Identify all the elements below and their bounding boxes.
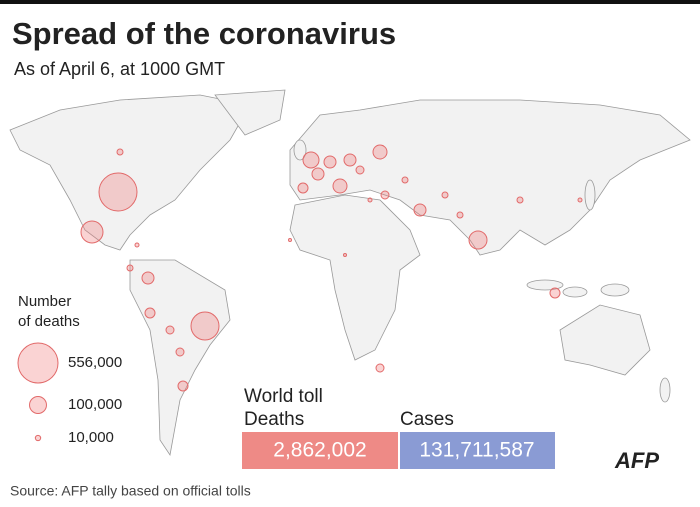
world-map — [9, 89, 691, 457]
subtitle: As of April 6, at 1000 GMT — [14, 59, 225, 79]
map-bubble — [141, 271, 155, 285]
legend-circle — [17, 342, 59, 384]
map-bubble — [380, 190, 390, 200]
map-bubble — [516, 196, 524, 204]
map-bubble — [401, 176, 409, 184]
source: Source: AFP tally based on official toll… — [10, 483, 251, 499]
legend-label: 10,000 — [68, 429, 114, 446]
map-bubble — [372, 144, 388, 160]
map-bubble — [343, 153, 357, 167]
map-bubble — [343, 253, 347, 257]
map-bubble — [441, 191, 449, 199]
toll-title: World toll — [244, 386, 323, 407]
map-bubble — [355, 165, 365, 175]
map-bubble — [116, 148, 124, 156]
deaths-label: Deaths — [244, 409, 304, 430]
deaths-value: 2,862,002 — [273, 439, 366, 462]
title: Spread of the coronavirus — [12, 16, 396, 51]
deaths-box — [242, 432, 398, 469]
cases-value: 131,711,587 — [419, 439, 534, 462]
legend-title: Number — [18, 293, 71, 310]
legend-label: 100,000 — [68, 396, 122, 413]
map-bubble — [468, 230, 488, 250]
map-bubbles — [80, 144, 583, 392]
map-bubble — [549, 287, 561, 299]
map-bubble — [577, 197, 583, 203]
map-bubble — [126, 264, 134, 272]
map-bubble — [165, 325, 175, 335]
map-bubble — [297, 182, 309, 194]
map-bubble — [323, 155, 337, 169]
map-bubble — [311, 167, 325, 181]
map-bubble — [144, 307, 156, 319]
legend-circle — [29, 396, 47, 414]
map-bubble — [367, 197, 373, 203]
legend-title: of deaths — [18, 313, 80, 330]
map-bubble — [456, 211, 464, 219]
legend-label: 556,000 — [68, 354, 122, 371]
map-bubble — [190, 311, 220, 341]
logo: AFP — [614, 448, 659, 473]
map-bubble — [177, 380, 189, 392]
map-bubble — [175, 347, 185, 357]
cases-label: Cases — [400, 409, 454, 430]
map-bubble — [288, 238, 292, 242]
map-bubble — [332, 178, 348, 194]
map-bubble — [80, 220, 104, 244]
legend-circle — [34, 434, 42, 442]
map-bubble — [375, 363, 385, 373]
cases-box — [400, 432, 555, 469]
map-bubble — [98, 172, 138, 212]
map-bubble — [413, 203, 427, 217]
map-bubble — [134, 242, 140, 248]
top-bar — [0, 0, 700, 4]
map-bubble — [302, 151, 320, 169]
